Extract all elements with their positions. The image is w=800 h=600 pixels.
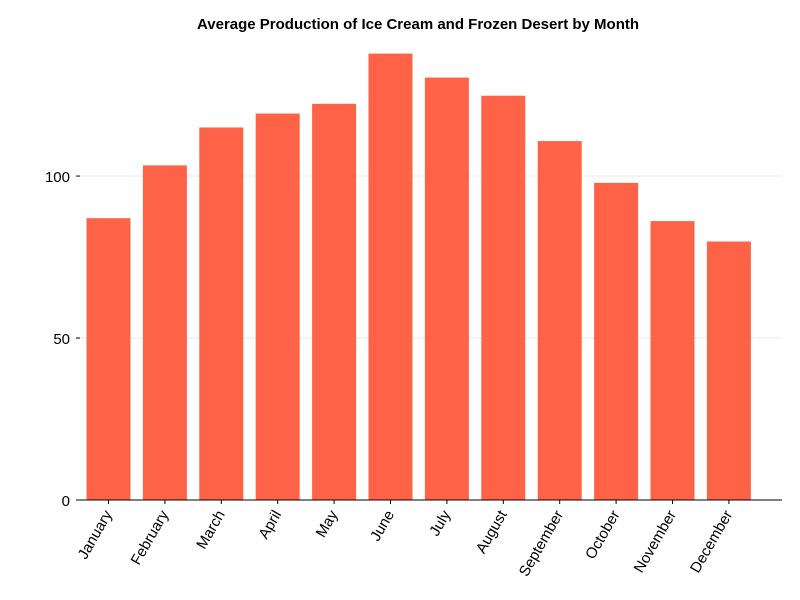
bar-september: [537, 141, 582, 500]
axes: [76, 175, 782, 504]
x-tick-label: October: [582, 507, 623, 562]
bar-june: [368, 53, 413, 501]
x-tick-label: July: [426, 507, 454, 539]
bar-april: [255, 113, 300, 500]
bar-march: [199, 127, 244, 501]
bar-may: [312, 103, 357, 501]
x-tick-label: February: [128, 507, 173, 568]
bar-july: [424, 77, 469, 501]
x-tick-label: December: [687, 508, 736, 576]
x-tick-label: May: [313, 507, 342, 540]
bar-december: [706, 241, 751, 500]
x-tick-label: April: [255, 508, 285, 542]
bars: [86, 53, 751, 501]
x-tick-label: January: [75, 507, 117, 562]
x-tick-labels: January February March April May June July Augu…: [75, 507, 737, 580]
bar-november: [650, 221, 695, 500]
y-tick-label: 50: [53, 331, 70, 348]
bar-january: [86, 218, 131, 501]
bar-august: [481, 95, 526, 500]
x-tick-label: November: [631, 508, 680, 576]
y-tick-labels: 0 50 100: [45, 169, 70, 510]
x-tick-label: August: [473, 507, 511, 557]
bar-february: [142, 165, 187, 500]
x-tick-label: June: [367, 508, 398, 545]
y-tick-label: 100: [45, 169, 70, 186]
x-tick-label: September: [516, 507, 567, 579]
bar-october: [594, 182, 639, 500]
x-tick-label: March: [193, 508, 229, 553]
chart-title: Average Production of Ice Cream and Froz…: [196, 16, 640, 33]
y-tick-label: 0: [62, 493, 70, 510]
